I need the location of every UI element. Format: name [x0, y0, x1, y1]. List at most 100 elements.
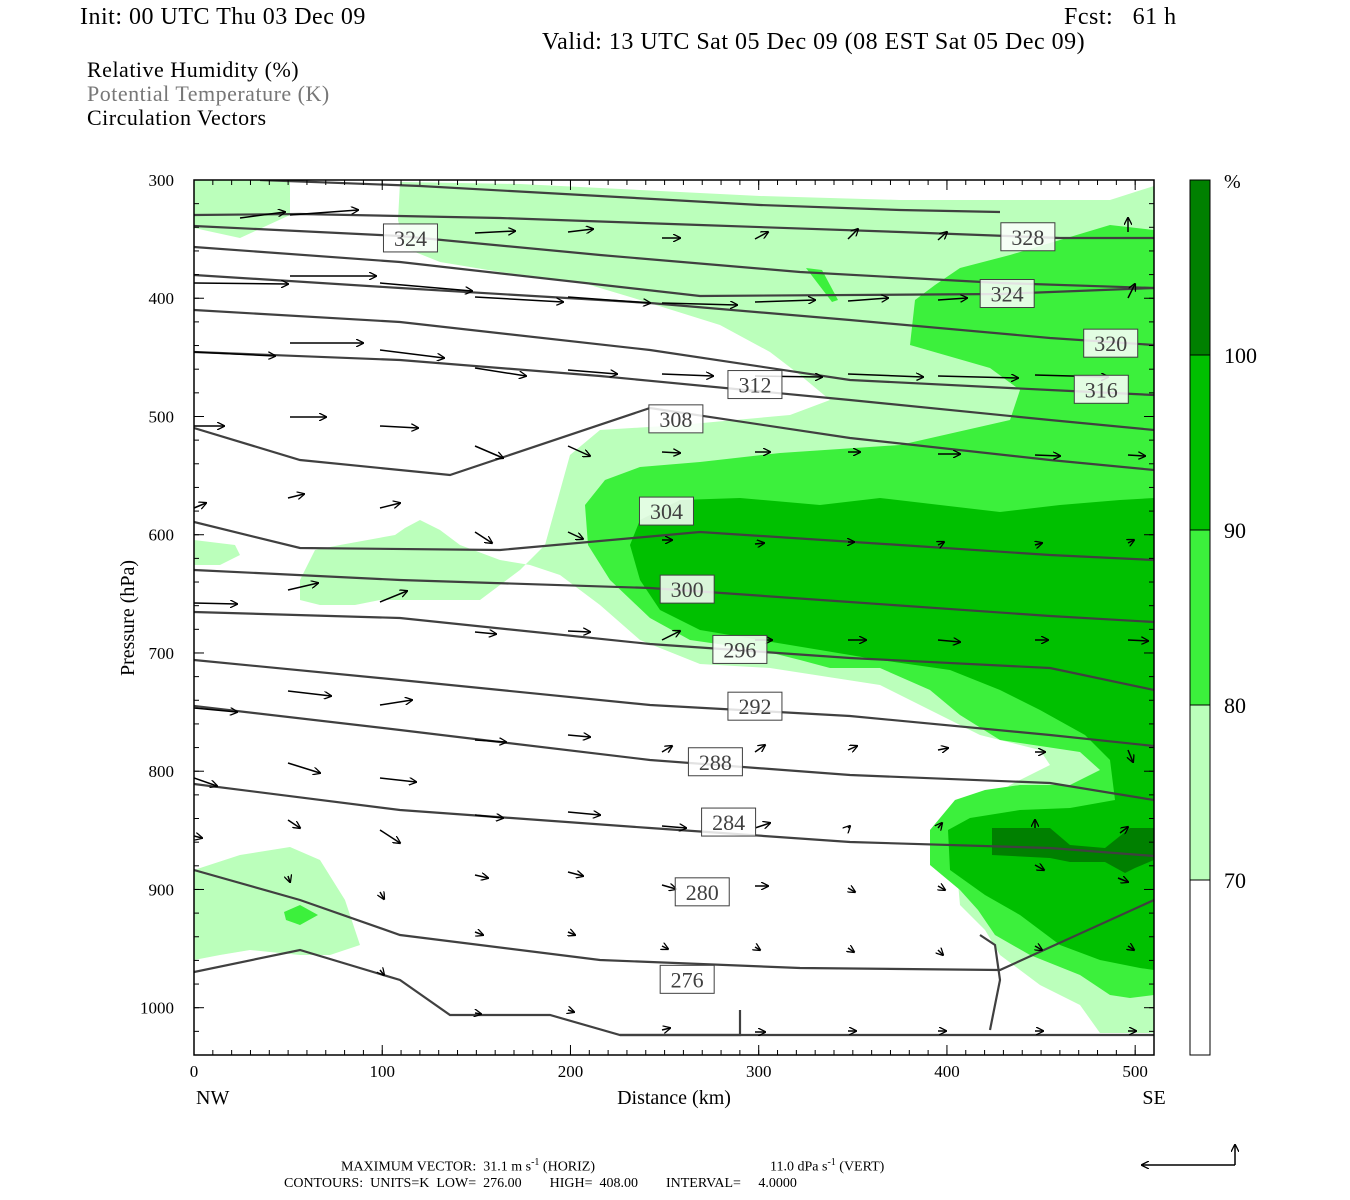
vector	[1035, 543, 1042, 545]
theta-contour-324b	[194, 245, 1154, 298]
vector	[289, 210, 358, 216]
vector	[567, 812, 600, 815]
vector	[287, 762, 320, 773]
vector	[288, 876, 290, 882]
contour-label: 292	[727, 691, 783, 721]
vector	[379, 829, 400, 843]
vector	[755, 947, 760, 950]
contour-label: 312	[727, 370, 783, 400]
vector	[938, 950, 943, 955]
vector	[567, 872, 583, 876]
vector	[1034, 865, 1044, 870]
y-axis-title: Pressure (hPa)	[117, 560, 139, 676]
contour-label-text: 304	[650, 499, 683, 524]
vector	[1119, 827, 1128, 833]
footer-max-vector: MAXIMUM VECTOR: 31.1 m s-1 (HORIZ)	[341, 1157, 596, 1175]
vector	[567, 631, 590, 632]
vector	[937, 298, 967, 300]
vector	[937, 376, 1018, 378]
theta-contour-276c	[979, 934, 1002, 1031]
contour-label-text: 324	[991, 282, 1024, 307]
vector	[239, 212, 285, 219]
contour-label-text: 288	[699, 750, 732, 775]
vector	[379, 349, 444, 358]
vector	[661, 303, 737, 305]
vector	[568, 932, 575, 935]
contour-label-text: 300	[671, 577, 704, 602]
init-time: Init: 00 UTC Thu 03 Dec 09	[80, 4, 366, 30]
theta-contour-332	[259, 180, 1001, 214]
theta-contour-288	[194, 704, 1154, 802]
vector	[474, 815, 503, 818]
x-tick-label: 0	[190, 1062, 199, 1081]
vector	[567, 229, 593, 232]
vector	[194, 351, 275, 356]
y-tick-label: 800	[149, 762, 175, 781]
vector	[474, 367, 526, 376]
contour-label: 296	[712, 634, 768, 664]
vector	[937, 640, 960, 642]
vector	[1128, 946, 1134, 950]
vector	[287, 494, 304, 498]
vector	[848, 888, 855, 892]
vector	[567, 735, 590, 737]
vector	[567, 445, 590, 456]
colorbar-unit: %	[1224, 171, 1241, 193]
vector	[567, 531, 583, 539]
vector	[661, 452, 680, 453]
contour-label: 320	[1083, 328, 1139, 358]
rh-80-region-left	[284, 905, 318, 925]
vector	[379, 282, 472, 291]
vector	[754, 300, 815, 302]
colorbar: % 70 80 90 100	[1189, 171, 1257, 1056]
y-tick-label: 500	[149, 407, 175, 426]
contour-label: 308	[648, 404, 704, 434]
vector	[379, 778, 416, 782]
vector	[380, 892, 384, 899]
rh-70-region-left	[194, 847, 360, 960]
vector	[754, 232, 768, 240]
vector	[1128, 540, 1134, 543]
contour-label-text: 280	[686, 880, 719, 905]
vector	[848, 826, 850, 828]
vector	[1128, 749, 1133, 762]
vector	[567, 369, 617, 374]
vector	[474, 231, 515, 233]
theta-contours	[194, 180, 1154, 1037]
y-tick-label: 1000	[140, 999, 174, 1018]
vector	[474, 740, 506, 742]
vector	[379, 700, 412, 706]
legend-potential-temperature: Potential Temperature (K)	[87, 81, 330, 106]
colorbar-label-100: 100	[1224, 343, 1257, 368]
theta-contour-300	[194, 568, 1154, 624]
theta-contour-312	[194, 350, 1154, 432]
vector	[194, 503, 206, 508]
rh-shading	[194, 180, 1154, 1033]
contour-label-text: 328	[1011, 225, 1044, 250]
legend-relative-humidity: Relative Humidity (%)	[87, 57, 300, 82]
x-tick-label: 100	[369, 1062, 395, 1081]
vector	[754, 745, 765, 753]
vector	[938, 542, 944, 545]
vector	[474, 296, 563, 302]
vector	[661, 826, 686, 828]
contour-label: 324	[979, 279, 1035, 309]
vector	[1034, 455, 1060, 456]
contour-label: 300	[659, 574, 715, 604]
vector	[567, 296, 650, 303]
contour-label-text: 284	[712, 810, 745, 835]
contour-label: 304	[638, 496, 694, 526]
footer-vert-vector: 11.0 dPa s-1 (VERT)	[770, 1157, 885, 1175]
vector	[847, 746, 857, 750]
footer-contours: CONTOURS: UNITS=K LOW= 276.00 HIGH= 408.…	[284, 1176, 797, 1191]
vector	[287, 583, 318, 591]
colorbar-label-80: 80	[1224, 693, 1246, 718]
x-axis-right-label: SE	[1142, 1087, 1165, 1109]
contour-label-text: 308	[659, 407, 692, 432]
x-tick-label: 300	[746, 1062, 772, 1081]
vector	[475, 1013, 481, 1014]
x-axis-left-label: NW	[196, 1087, 229, 1109]
x-tick-label: 500	[1122, 1062, 1148, 1081]
vector	[194, 603, 237, 604]
